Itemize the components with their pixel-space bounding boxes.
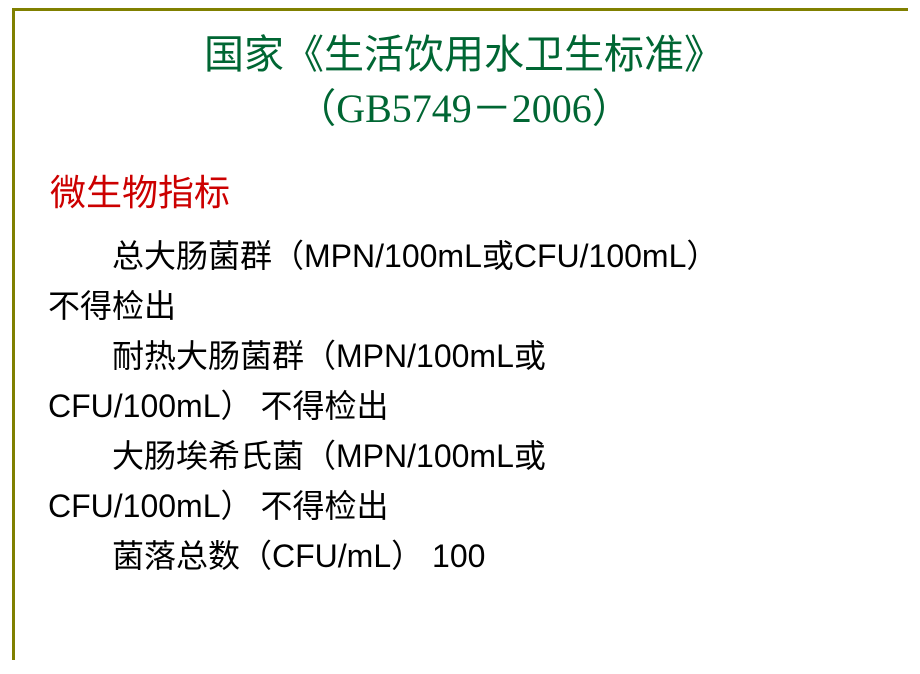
- slide-border: [12, 8, 908, 660]
